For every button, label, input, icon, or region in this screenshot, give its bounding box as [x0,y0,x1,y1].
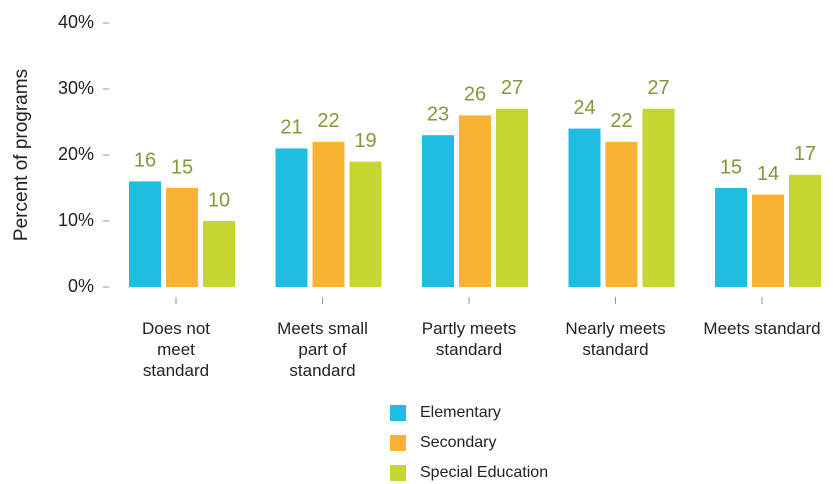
x-tick-label: Partly meets standard [421,319,517,359]
y-tick-label: 10% [58,210,94,230]
bar [715,188,747,287]
bar [789,174,821,287]
bar [642,108,675,287]
data-label: 24 [573,97,595,119]
bar [605,141,638,287]
bar [496,108,528,287]
y-tick-label: 0% [68,276,94,296]
bar [459,115,491,288]
legend-label: Elementary [420,404,501,421]
y-tick-label: 30% [58,78,94,98]
legend-label: Secondary [420,434,497,451]
data-label: 22 [610,110,632,132]
data-label: 17 [794,143,816,165]
x-tick-label: Meets small part of standard [277,319,368,380]
bar [166,188,198,287]
legend-swatch [390,435,406,451]
data-label: 21 [280,117,302,139]
bar [129,181,161,287]
bar [203,221,235,287]
bar [275,148,308,287]
bar [349,161,382,287]
x-tick-label: Meets standard [703,319,821,338]
y-axis-title: Percent of programs [11,69,32,241]
bar [568,128,601,287]
data-label: 15 [171,156,193,178]
data-label: 15 [720,156,742,178]
y-tick-label: 40% [58,12,94,32]
data-label: 10 [208,189,230,211]
data-label: 22 [317,110,339,132]
legend-swatch [390,405,406,421]
data-label: 14 [757,163,779,185]
bar [312,141,345,287]
data-label: 19 [354,130,376,152]
legend-label: Special Education [420,464,548,481]
y-tick-label: 20% [58,144,94,164]
x-tick-label: Does not meet standard [141,319,211,380]
legend-swatch [390,465,406,481]
data-label: 27 [501,77,523,99]
bar [752,194,784,287]
data-label: 27 [647,77,669,99]
x-tick-label: Nearly meets standard [565,319,666,359]
data-label: 23 [427,103,449,125]
data-label: 16 [134,150,156,172]
data-label: 26 [464,84,486,106]
bar [422,135,454,287]
